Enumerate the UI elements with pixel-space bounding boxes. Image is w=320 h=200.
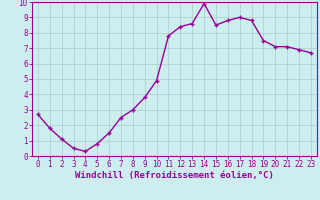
- X-axis label: Windchill (Refroidissement éolien,°C): Windchill (Refroidissement éolien,°C): [75, 171, 274, 180]
